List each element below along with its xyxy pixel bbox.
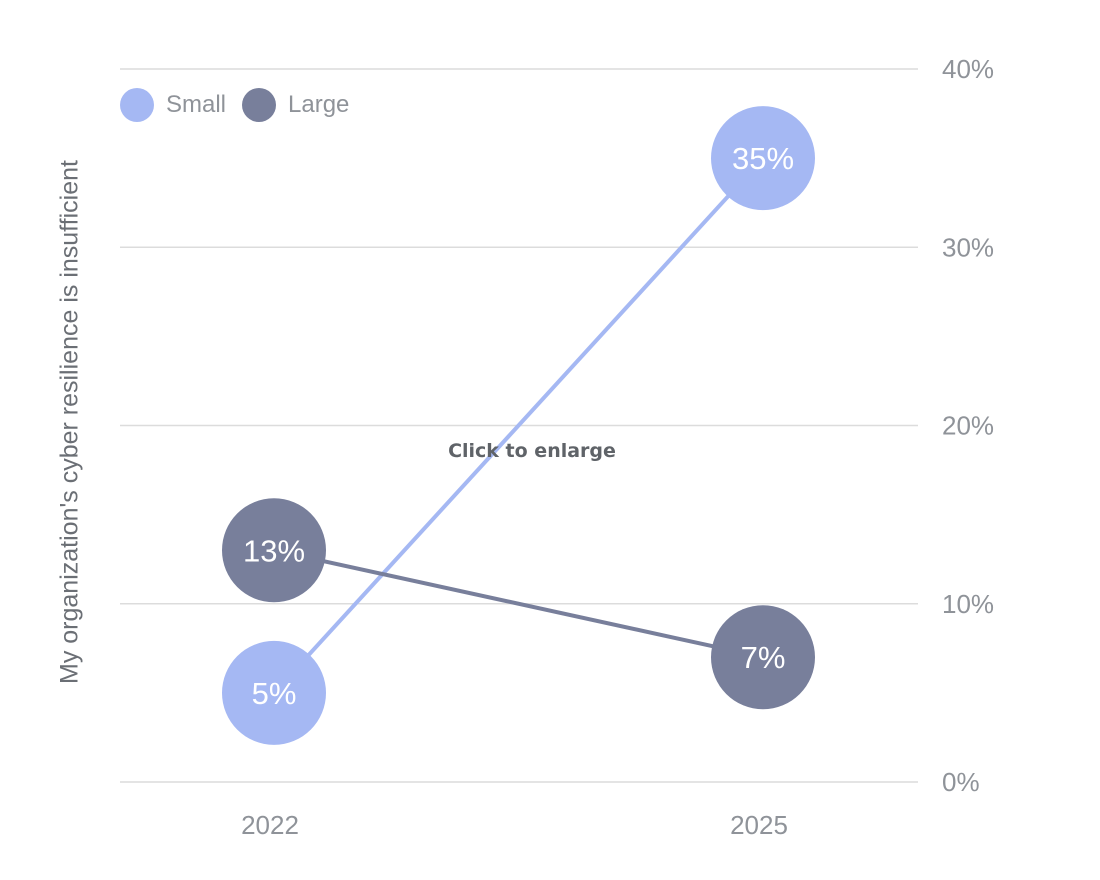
legend: Small Large: [120, 88, 365, 122]
y-tick-label-10: 10%: [942, 589, 994, 619]
data-point-small-2022: [222, 640, 326, 745]
data-point-large-2025: [711, 605, 815, 710]
y-tick-label-0: 0%: [942, 767, 980, 797]
y-tick-label-40: 40%: [942, 54, 994, 84]
data-point-small-2025: [711, 106, 815, 211]
x-tick-label-2025: 2025: [730, 810, 788, 840]
y-tick-label-20: 20%: [942, 411, 994, 441]
x-axis-tick-labels: 2022 2025: [241, 810, 788, 840]
series-line-small: [272, 156, 765, 695]
data-label-small-2025: 35%: [732, 141, 794, 176]
series-points: 5% 35% 13% 7%: [222, 106, 815, 745]
data-label-small-2022: 5%: [252, 676, 297, 711]
legend-swatch-small: [120, 88, 154, 122]
legend-swatch-large: [242, 88, 277, 122]
series-line-large: [273, 548, 764, 660]
data-label-large-2025: 7%: [741, 640, 786, 675]
x-tick-label-2022: 2022: [241, 810, 299, 840]
legend-item-large: Large: [242, 88, 349, 122]
y-tick-label-30: 30%: [942, 232, 994, 262]
legend-item-small: Small: [120, 88, 226, 122]
data-point-large-2022: [222, 498, 326, 603]
y-axis-label: My organization's cyber resilience is in…: [55, 160, 84, 684]
y-axis-tick-labels: 0% 10% 20% 30% 40%: [942, 54, 994, 797]
series-lines: [272, 156, 765, 695]
legend-label-large: Large: [288, 91, 350, 118]
legend-label-small: Small: [166, 91, 227, 118]
data-label-large-2022: 13%: [243, 533, 305, 568]
click-to-enlarge-link[interactable]: Click to enlarge: [448, 440, 616, 462]
